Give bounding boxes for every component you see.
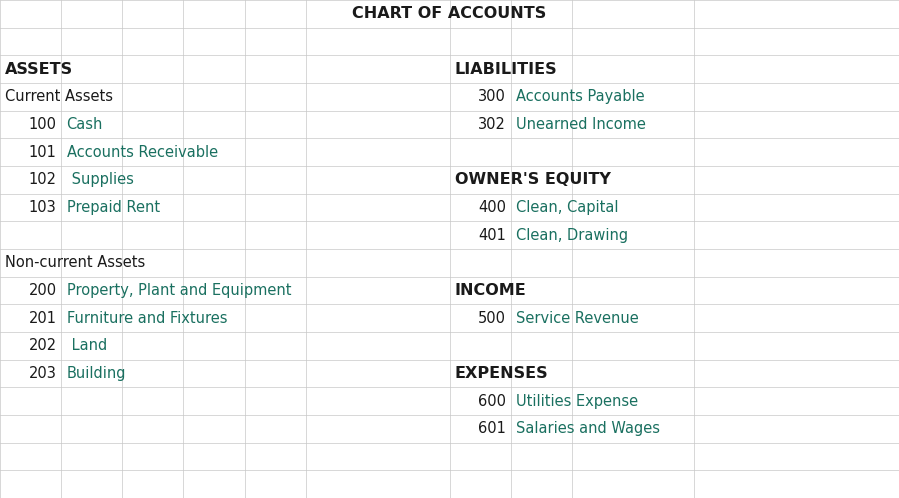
Text: 200: 200 [29,283,57,298]
Text: Accounts Payable: Accounts Payable [516,89,645,105]
Text: 302: 302 [478,117,506,132]
Text: 300: 300 [478,89,506,105]
Text: Accounts Receivable: Accounts Receivable [67,144,218,160]
Text: Prepaid Rent: Prepaid Rent [67,200,160,215]
Text: 401: 401 [478,228,506,243]
Text: Non-current Assets: Non-current Assets [5,255,146,270]
Text: Service Revenue: Service Revenue [516,311,639,326]
Text: 202: 202 [29,338,57,354]
Text: 601: 601 [478,421,506,436]
Text: Unearned Income: Unearned Income [516,117,645,132]
Text: 102: 102 [29,172,57,187]
Text: LIABILITIES: LIABILITIES [455,62,557,77]
Text: 103: 103 [29,200,57,215]
Text: 400: 400 [478,200,506,215]
Text: Salaries and Wages: Salaries and Wages [516,421,660,436]
Text: Supplies: Supplies [67,172,133,187]
Text: 201: 201 [29,311,57,326]
Text: CHART OF ACCOUNTS: CHART OF ACCOUNTS [352,6,547,21]
Text: 500: 500 [478,311,506,326]
Text: 100: 100 [29,117,57,132]
Text: Utilities Expense: Utilities Expense [516,393,638,409]
Text: Land: Land [67,338,107,354]
Text: Clean, Capital: Clean, Capital [516,200,619,215]
Text: EXPENSES: EXPENSES [455,366,548,381]
Text: INCOME: INCOME [455,283,527,298]
Text: ASSETS: ASSETS [5,62,74,77]
Text: Clean, Drawing: Clean, Drawing [516,228,628,243]
Text: Building: Building [67,366,126,381]
Text: Cash: Cash [67,117,102,132]
Text: 101: 101 [29,144,57,160]
Text: OWNER'S EQUITY: OWNER'S EQUITY [455,172,610,187]
Text: Furniture and Fixtures: Furniture and Fixtures [67,311,227,326]
Text: 600: 600 [478,393,506,409]
Text: Current Assets: Current Assets [5,89,113,105]
Text: 203: 203 [29,366,57,381]
Text: Property, Plant and Equipment: Property, Plant and Equipment [67,283,291,298]
